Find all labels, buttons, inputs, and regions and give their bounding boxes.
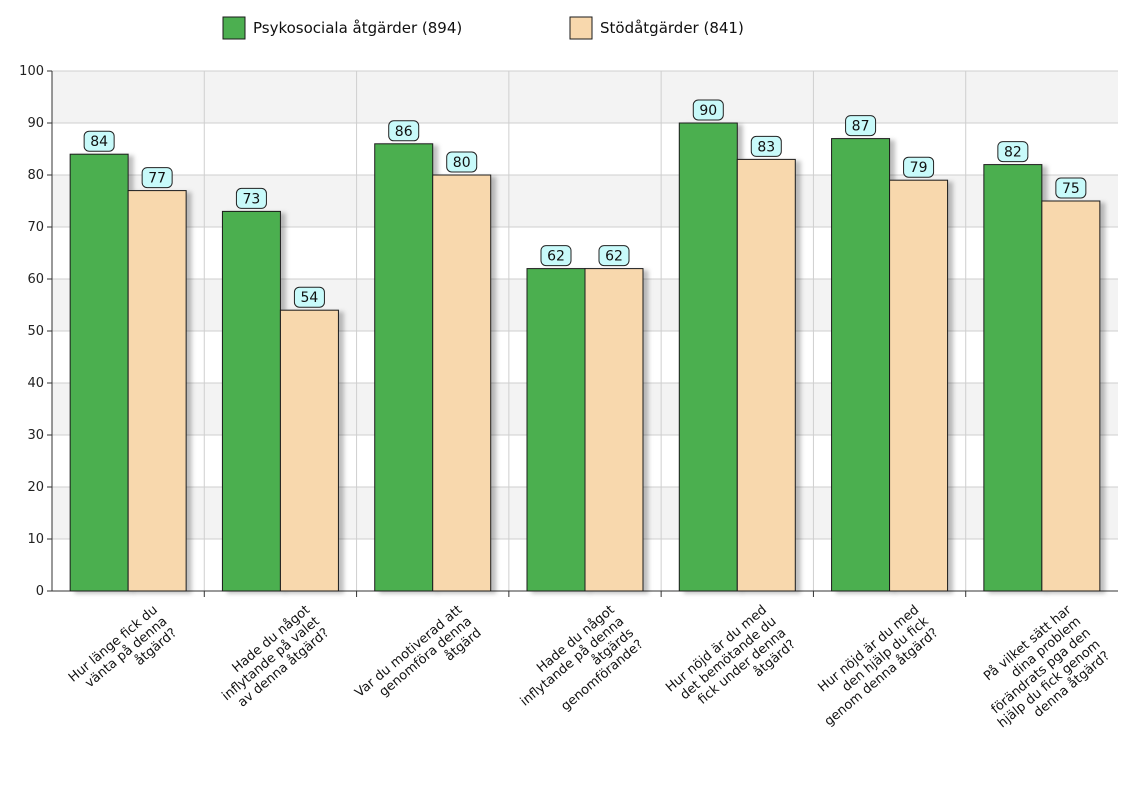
- data-label-box: [235, 187, 267, 209]
- x-tick-label: Hade du någotinflytande på valetav denna…: [210, 603, 332, 716]
- y-tick-label: 50: [27, 324, 44, 339]
- bar: [432, 174, 492, 592]
- data-label: 54: [301, 290, 319, 306]
- data-label: 62: [605, 249, 623, 265]
- bar: [279, 309, 339, 592]
- bar: [127, 190, 187, 592]
- bar: [526, 268, 586, 592]
- data-label: 87: [852, 119, 870, 135]
- data-label-box: [1055, 177, 1087, 199]
- x-tick-label: Hur länge fick duvänta på dennaåtgärd?: [66, 603, 180, 709]
- x-tick-label: På vilket sätt hardina problemförändrats…: [966, 602, 1113, 742]
- data-label-box: [293, 286, 325, 308]
- bar: [584, 268, 644, 592]
- legend-label: Psykosociala åtgärder (894): [253, 19, 462, 37]
- data-label: 79: [910, 160, 928, 176]
- bar: [69, 153, 129, 592]
- data-label: 73: [243, 191, 261, 207]
- data-label: 83: [757, 139, 775, 155]
- data-label-box: [388, 120, 420, 142]
- data-label: 75: [1062, 181, 1080, 197]
- y-tick-label: 70: [27, 220, 44, 235]
- y-tick-label: 80: [27, 168, 44, 183]
- data-label-box: [845, 115, 877, 137]
- x-tick-label: Hade du någotinflytande på dennaåtgärdsg…: [508, 602, 647, 732]
- plot-band: [52, 175, 1118, 227]
- data-label-box: [692, 99, 724, 121]
- legend-item: Stödåtgärder (841): [569, 16, 744, 40]
- bar: [831, 138, 891, 592]
- data-label-box: [997, 141, 1029, 163]
- data-label-box: [141, 167, 173, 189]
- data-label-box: [540, 245, 572, 267]
- data-label: 90: [699, 103, 717, 119]
- data-label: 62: [547, 249, 565, 265]
- y-tick-label: 90: [27, 116, 44, 131]
- data-label: 80: [453, 155, 471, 171]
- data-label-box: [903, 156, 935, 178]
- data-label-box: [83, 130, 115, 152]
- data-label: 84: [90, 134, 108, 150]
- y-tick-label: 20: [27, 480, 44, 495]
- bar: [374, 143, 434, 592]
- bar: [983, 164, 1043, 592]
- x-tick-label: Hur nöjd är du medden hjälp du fickgenom…: [802, 602, 941, 729]
- legend-label: Stödåtgärder (841): [600, 19, 744, 37]
- data-label-box: [598, 245, 630, 267]
- legend-swatch: [222, 16, 246, 40]
- y-tick-label: 60: [27, 272, 44, 287]
- legend-swatch: [569, 16, 593, 40]
- data-label: 77: [148, 171, 166, 187]
- x-tick-label: Hur nöjd är du meddet bemötande dufick u…: [663, 603, 799, 730]
- y-tick-label: 10: [27, 532, 44, 547]
- data-label: 86: [395, 124, 413, 140]
- bar: [221, 210, 281, 592]
- data-label: 82: [1004, 145, 1022, 161]
- y-tick-label: 0: [36, 584, 44, 599]
- bar: [1041, 200, 1101, 592]
- plot-band: [52, 71, 1118, 123]
- bar: [736, 158, 796, 592]
- data-label-box: [446, 151, 478, 173]
- legend-item: Psykosociala åtgärder (894): [222, 16, 462, 40]
- bar: [678, 122, 738, 592]
- y-tick-label: 30: [27, 428, 44, 443]
- bar: [889, 179, 949, 592]
- y-tick-label: 100: [19, 64, 44, 79]
- y-tick-label: 40: [27, 376, 44, 391]
- data-label-box: [750, 135, 782, 157]
- x-tick-label: Var du motiverad attgenomföra dennaåtgär…: [352, 603, 484, 724]
